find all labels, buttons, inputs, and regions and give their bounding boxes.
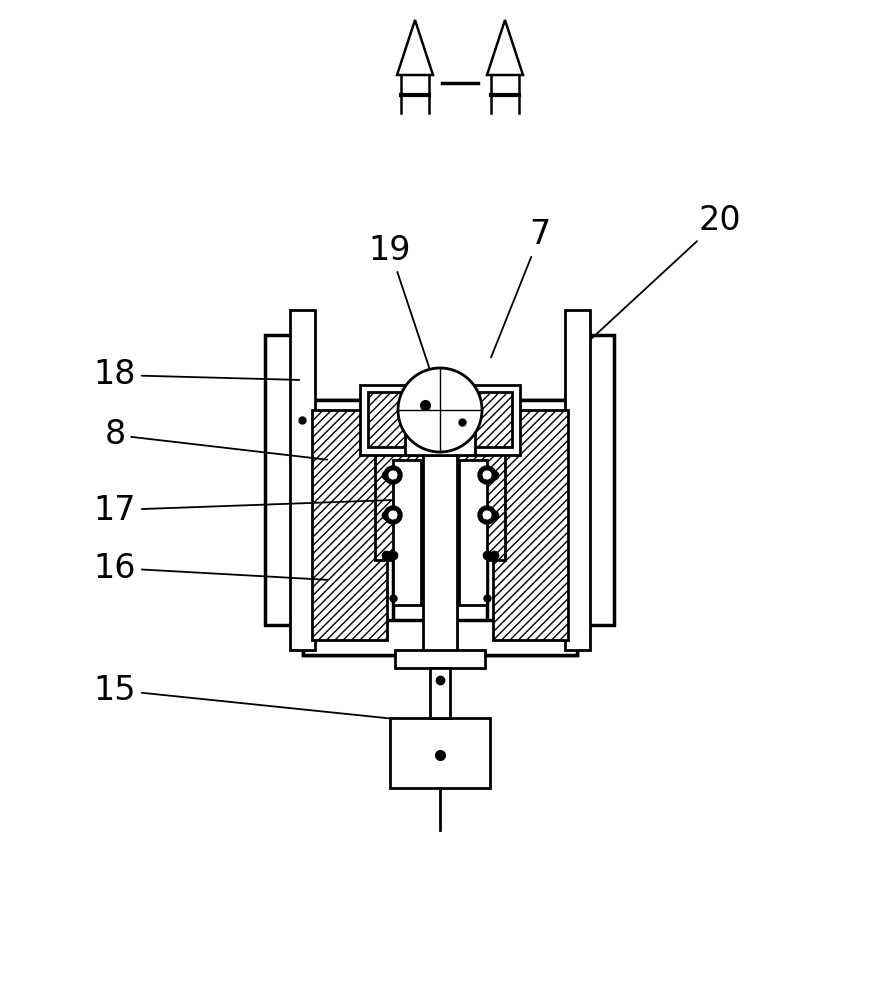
Circle shape xyxy=(481,470,492,480)
Bar xyxy=(394,650,485,668)
Circle shape xyxy=(387,510,398,520)
Circle shape xyxy=(384,466,401,484)
Circle shape xyxy=(387,470,398,480)
Bar xyxy=(390,718,489,788)
Bar xyxy=(375,450,505,560)
Bar xyxy=(422,455,457,660)
Bar xyxy=(565,310,589,650)
Bar xyxy=(493,410,567,640)
Bar xyxy=(392,460,421,605)
Text: 16: 16 xyxy=(94,552,327,584)
Circle shape xyxy=(398,368,481,452)
Bar xyxy=(368,392,409,447)
Bar xyxy=(486,400,576,655)
Text: 15: 15 xyxy=(94,674,402,720)
Bar xyxy=(470,392,511,447)
Bar xyxy=(303,620,576,655)
Bar xyxy=(312,410,386,640)
Text: 20: 20 xyxy=(592,204,740,338)
Bar xyxy=(264,335,303,625)
Circle shape xyxy=(384,506,401,524)
Circle shape xyxy=(478,506,495,524)
Bar xyxy=(458,460,486,605)
Circle shape xyxy=(478,466,495,484)
Bar xyxy=(360,385,520,455)
Circle shape xyxy=(481,510,492,520)
Bar xyxy=(405,430,474,455)
Bar xyxy=(575,335,614,625)
Text: 7: 7 xyxy=(491,219,550,357)
Bar xyxy=(303,400,392,655)
Bar xyxy=(303,400,576,435)
Text: 17: 17 xyxy=(94,493,390,526)
Bar xyxy=(290,310,314,650)
Text: 19: 19 xyxy=(369,233,428,367)
Bar xyxy=(429,668,450,718)
Text: 8: 8 xyxy=(104,418,327,460)
Text: 18: 18 xyxy=(94,359,299,391)
